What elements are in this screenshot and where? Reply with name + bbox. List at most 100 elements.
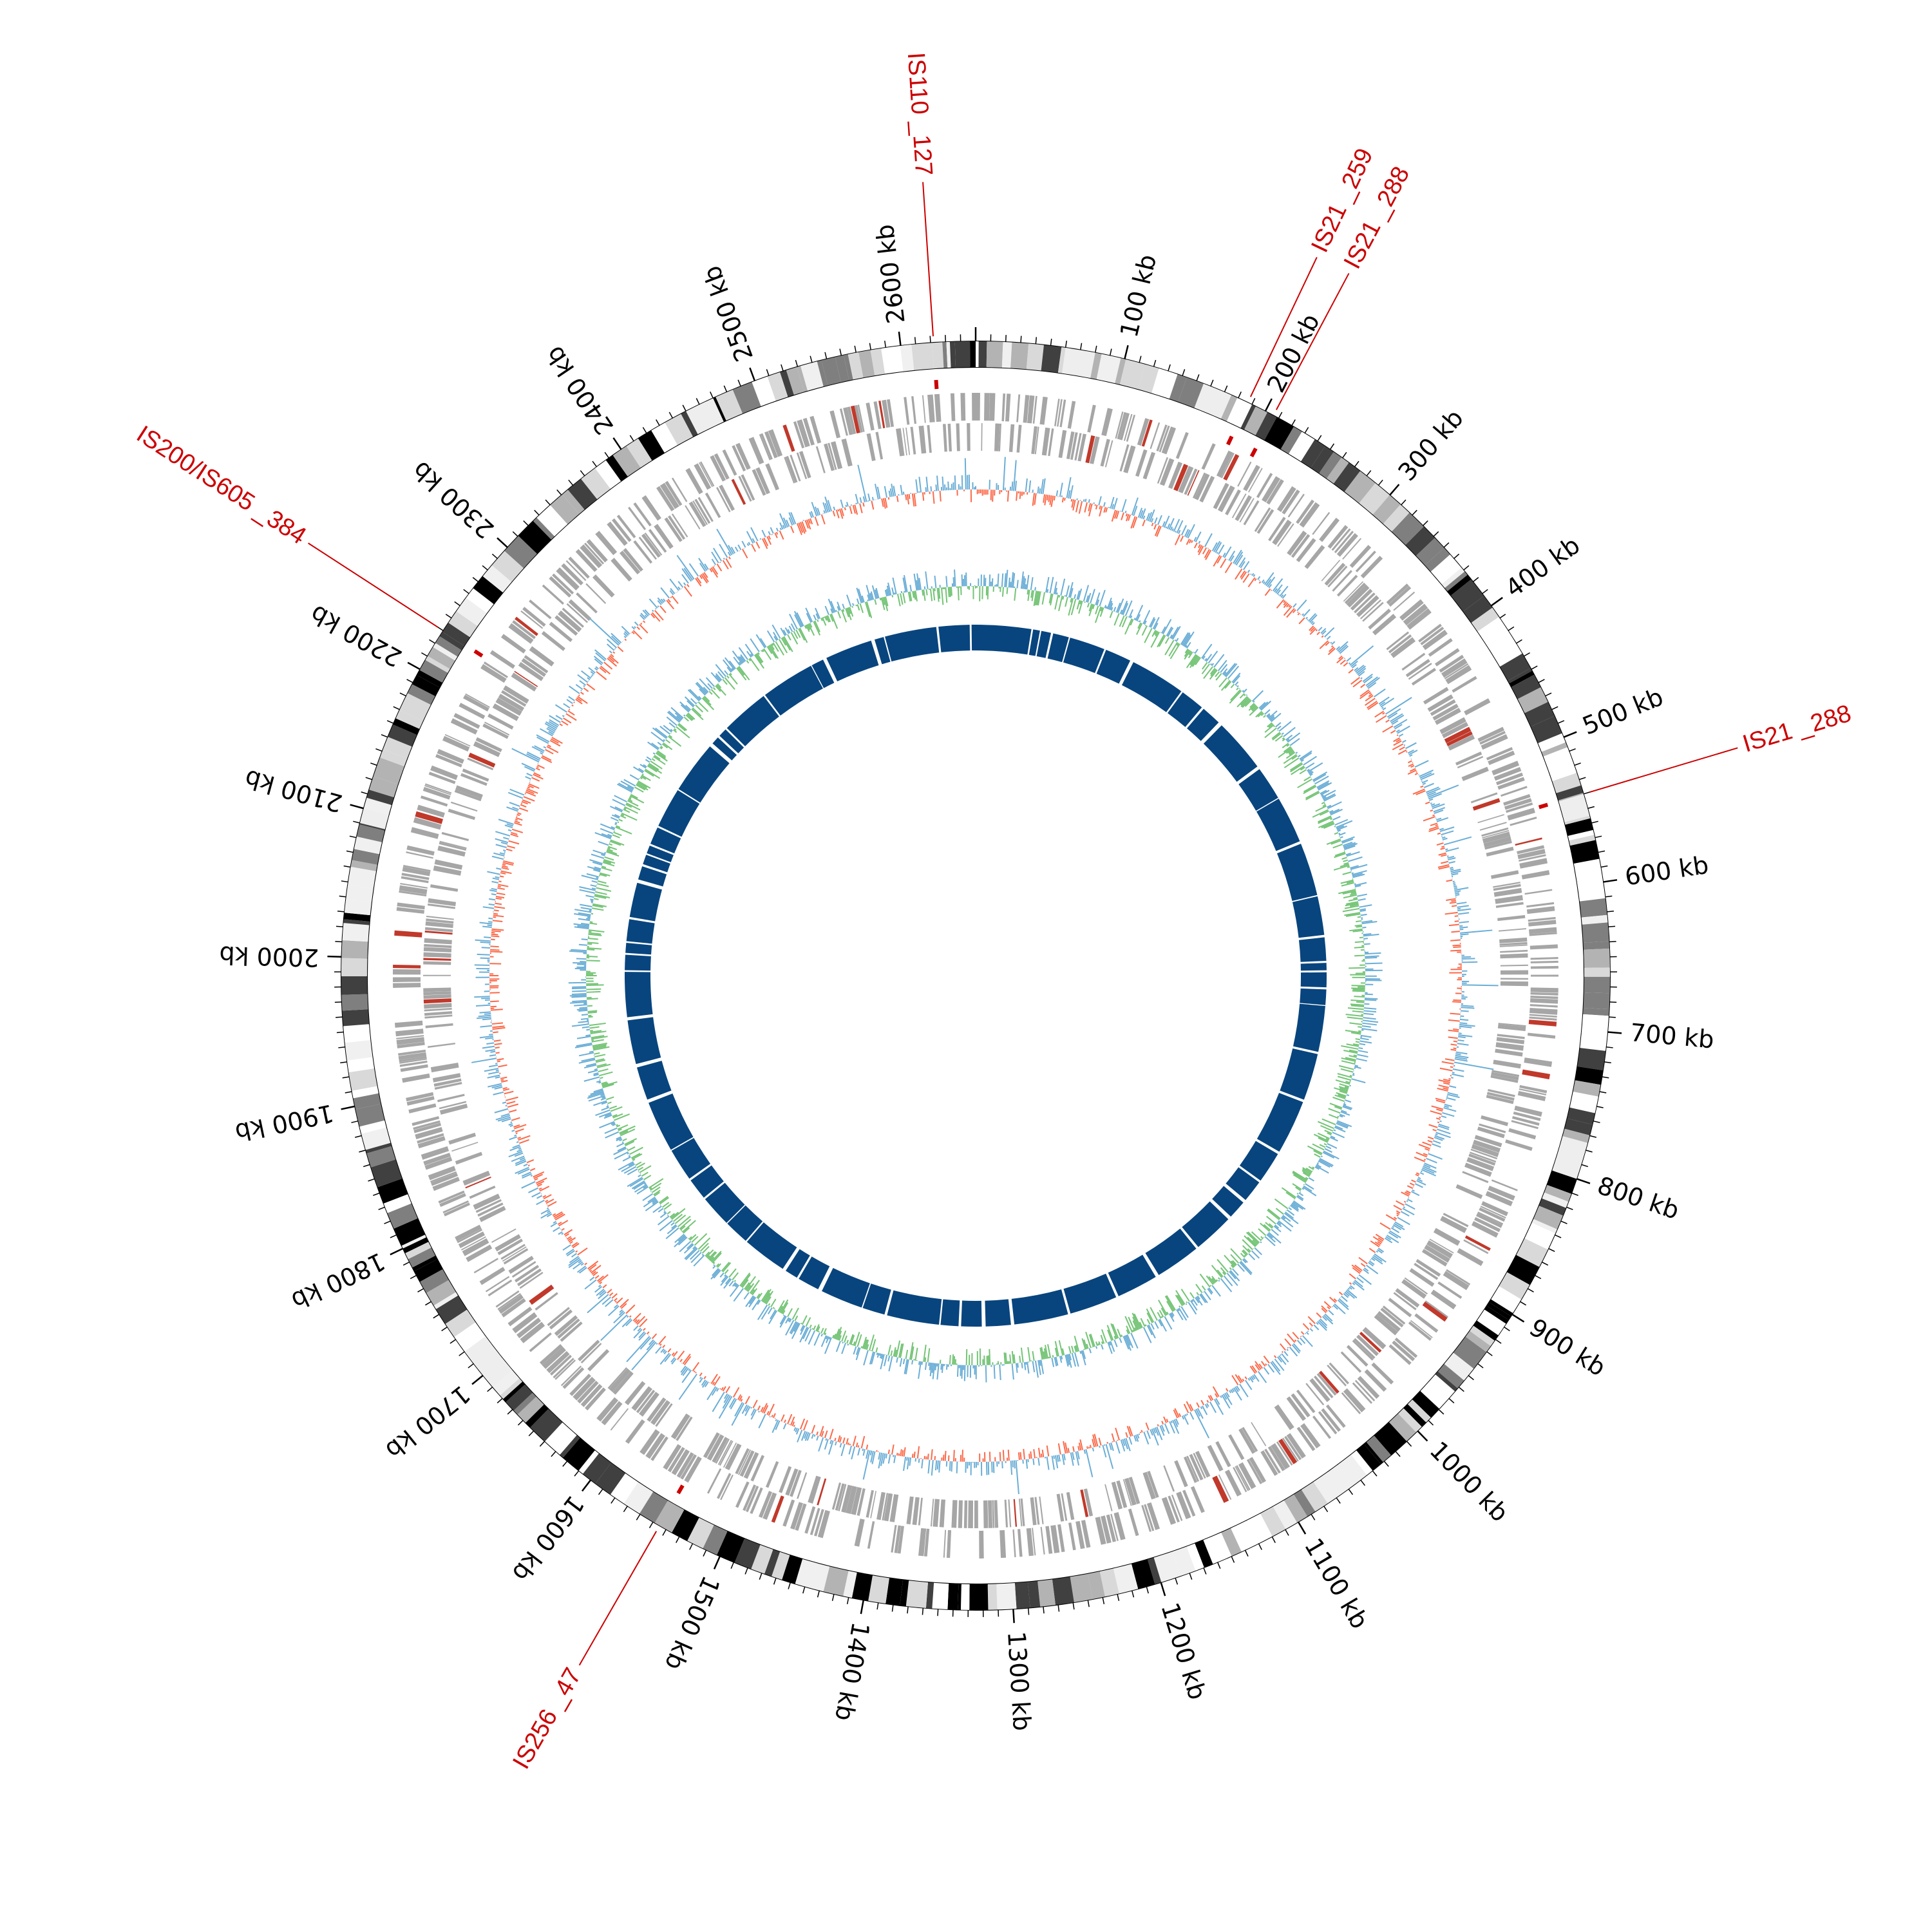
gene-feature	[529, 1332, 552, 1352]
ideogram-band	[817, 360, 828, 387]
homology-block	[1047, 633, 1069, 663]
ideogram-band	[500, 1378, 523, 1399]
gene-feature	[1291, 534, 1311, 558]
minor-tick	[1354, 460, 1359, 468]
gene-feature	[1316, 1372, 1337, 1396]
gene-feature	[688, 501, 706, 527]
gene-feature	[1318, 1411, 1338, 1435]
gene-feature	[851, 1486, 862, 1515]
ideogram-band	[395, 710, 423, 729]
homology-block	[1293, 1003, 1325, 1052]
ideogram-band	[506, 1384, 533, 1411]
gene-feature	[719, 484, 735, 511]
minor-tick	[1548, 1247, 1555, 1253]
major-tick	[1511, 1313, 1525, 1323]
ideogram-band	[942, 342, 948, 368]
ideogram-band	[848, 352, 864, 380]
ideogram-band	[1556, 785, 1584, 800]
minor-tick	[824, 352, 828, 359]
gene-feature	[838, 1484, 847, 1511]
minor-tick	[1438, 1408, 1444, 1415]
gene-feature	[1238, 1428, 1256, 1454]
gene-feature	[578, 1340, 600, 1361]
minor-tick	[1109, 348, 1112, 356]
gene-feature	[694, 498, 711, 524]
gene-feature	[1340, 1351, 1362, 1373]
ideogram-band	[1412, 1391, 1439, 1418]
is-leader-line	[578, 1531, 658, 1666]
gene-feature	[1077, 433, 1086, 462]
minor-tick	[1428, 1419, 1434, 1426]
gene-feature	[1066, 1492, 1075, 1520]
gene-feature	[439, 1101, 467, 1110]
minor-tick	[1608, 1016, 1616, 1018]
ideogram-band	[1577, 877, 1605, 902]
ideogram-band	[583, 1454, 611, 1484]
gene-feature	[1282, 489, 1300, 515]
minor-tick	[1400, 499, 1406, 506]
gene-feature	[568, 556, 590, 579]
minor-tick	[1224, 385, 1228, 393]
gene-feature	[1427, 694, 1454, 712]
gene-feature	[839, 408, 848, 436]
gene-feature	[1262, 476, 1281, 503]
gene-feature	[735, 1448, 750, 1475]
gene-feature	[1405, 659, 1430, 677]
ideogram-band	[341, 940, 368, 959]
gene-feature	[435, 753, 462, 768]
gene-feature	[1530, 992, 1558, 996]
ideogram-band	[1383, 504, 1410, 532]
ideogram-band	[1584, 948, 1610, 968]
gene-feature	[633, 540, 653, 564]
minor-tick	[759, 1573, 762, 1580]
gene-feature	[424, 938, 452, 945]
ideogram-band	[341, 976, 368, 995]
homology-block	[785, 1249, 810, 1278]
gene-feature	[1423, 687, 1449, 705]
minor-tick	[353, 820, 361, 824]
gene-feature	[1497, 777, 1525, 790]
homology-block	[625, 942, 652, 955]
ideogram-band	[405, 1242, 431, 1260]
gene-feature	[485, 1276, 510, 1293]
ideogram-band	[1041, 345, 1062, 373]
gene-feature	[1510, 817, 1537, 826]
gene-feature	[520, 1321, 545, 1343]
minor-tick	[1468, 1375, 1474, 1381]
homology-block	[1300, 972, 1327, 988]
minor-tick	[656, 419, 660, 426]
gene-feature	[641, 533, 661, 558]
minor-tick	[1005, 335, 1007, 343]
gene-feature	[1343, 1388, 1366, 1413]
gene-feature	[488, 713, 514, 730]
minor-tick	[1557, 720, 1565, 724]
gene-feature	[396, 1037, 425, 1045]
is-leader-line	[922, 182, 934, 337]
gene-feature	[1530, 974, 1558, 977]
ideogram-band	[1405, 526, 1435, 556]
gene-feature	[654, 524, 674, 549]
gene-feature	[1469, 1151, 1497, 1163]
gc-content-below	[586, 586, 1366, 1365]
gene-feature	[699, 462, 713, 488]
gene-feature	[438, 1190, 465, 1204]
gene-feature	[433, 865, 462, 876]
major-tick	[390, 1247, 404, 1256]
tick-label: 2100 kb	[242, 764, 345, 817]
minor-tick	[1583, 791, 1591, 795]
minor-tick	[1087, 1600, 1090, 1607]
major-tick	[1389, 484, 1400, 496]
minor-tick	[487, 1387, 493, 1392]
gene-feature	[402, 865, 431, 872]
minor-tick	[556, 489, 562, 496]
gene-feature	[670, 1413, 690, 1439]
gene-feature	[882, 399, 891, 428]
gene-feature	[1272, 519, 1292, 545]
gene-feature	[799, 451, 811, 478]
gene-feature	[828, 442, 837, 470]
homology-block	[971, 625, 976, 651]
minor-tick	[1182, 369, 1186, 377]
gene-feature	[1199, 475, 1215, 503]
gene-feature	[988, 1500, 993, 1528]
gene-feature	[1184, 468, 1198, 495]
